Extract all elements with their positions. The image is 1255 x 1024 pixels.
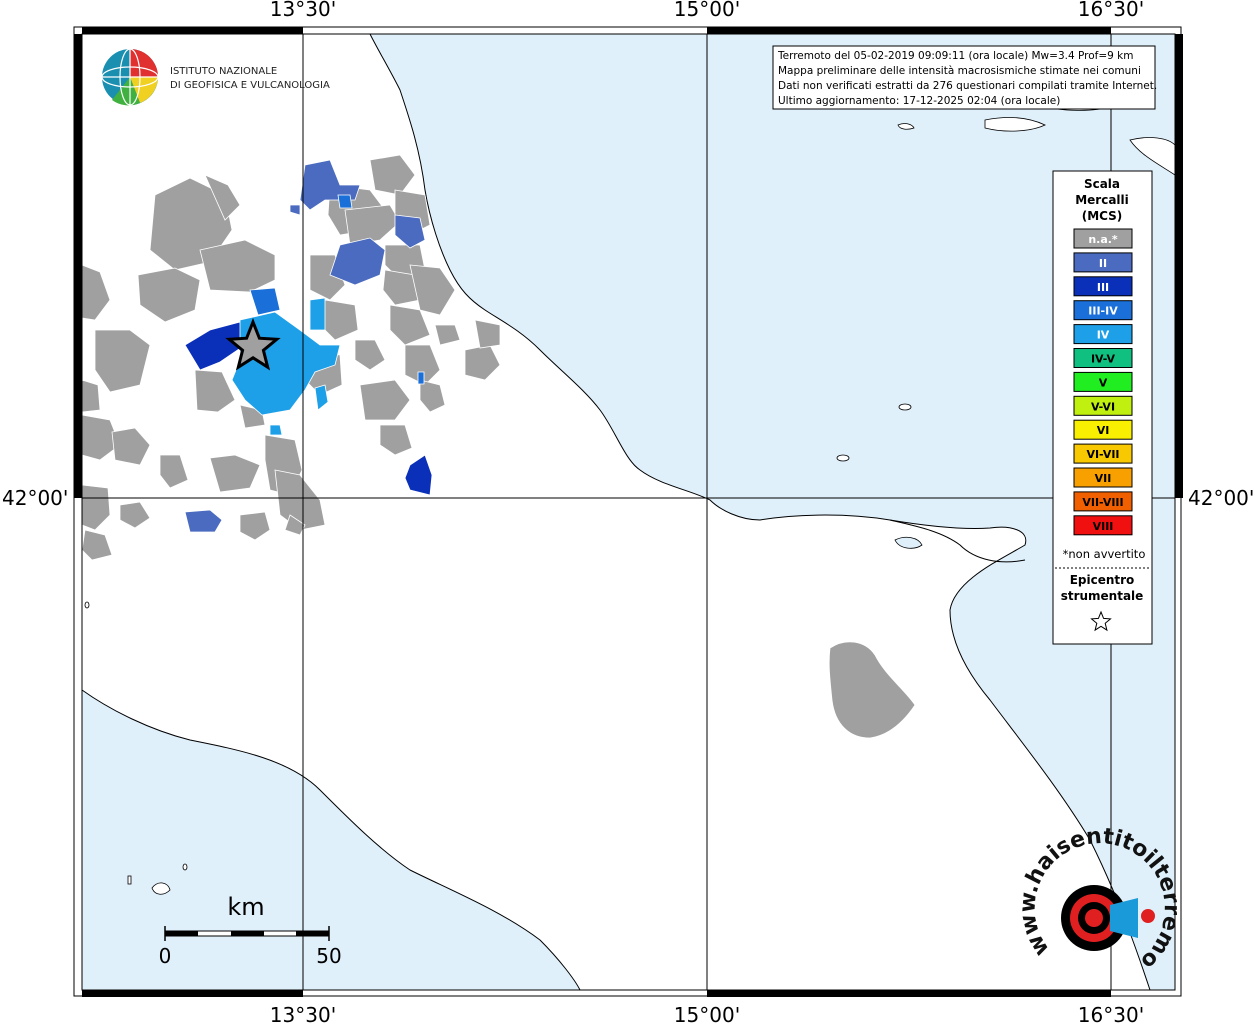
info-line-3: Dati non verificati estratti da 276 ques…	[778, 80, 1157, 92]
legend-swatch-label: III	[1097, 281, 1109, 294]
legend-swatch-label: VII	[1095, 472, 1112, 485]
municipalities-intensity-III	[184, 321, 433, 496]
legend-swatch	[1073, 228, 1133, 249]
left-tick-label: 42°00'	[2, 486, 68, 510]
legend-swatch-label: VIII	[1093, 520, 1114, 533]
top-tick-label: 13°30'	[270, 0, 336, 21]
legend-swatch-label: VII-VIII	[1082, 496, 1123, 509]
legend-swatch	[1073, 419, 1133, 440]
island	[898, 403, 912, 411]
legend-title-2: Mercalli	[1075, 193, 1129, 207]
bottom-tick-label: 15°00'	[674, 1003, 740, 1024]
legend-swatch-label: II	[1099, 257, 1107, 270]
legend-swatch	[1073, 348, 1133, 368]
legend-swatch-label: n.a.*	[1088, 233, 1118, 246]
scale-bar: km 0 50	[159, 893, 342, 968]
island	[984, 117, 1046, 132]
legend-swatch	[1073, 491, 1133, 512]
info-line-4: Ultimo aggiornamento: 17-12-2025 02:04 (…	[778, 95, 1060, 107]
island	[182, 863, 188, 871]
scale-unit: km	[227, 893, 264, 921]
legend-swatch-label: VI	[1097, 424, 1110, 437]
legend-swatch-label: V-VI	[1091, 400, 1115, 413]
scale-start: 0	[159, 944, 172, 968]
legend-swatch-label: IV-V	[1091, 353, 1116, 366]
island	[84, 601, 90, 609]
legend-footnote: *non avvertito	[1063, 547, 1146, 561]
legend-swatch-label: IV	[1097, 329, 1110, 342]
legend-epicenter-label-2: strumentale	[1061, 589, 1144, 603]
legend-swatch-label: V	[1099, 376, 1108, 389]
municipalities-not-felt	[81, 154, 916, 739]
ingv-logo: ISTITUTO NAZIONALE DI GEOFISICA E VULCAN…	[101, 48, 330, 106]
tyrrhenian-sea	[81, 689, 581, 991]
legend-swatch	[1073, 443, 1133, 464]
map-frame	[73, 26, 1183, 997]
legend-swatch	[1073, 252, 1133, 273]
island	[897, 123, 915, 130]
question-icon	[1141, 909, 1155, 923]
municipalities-intensity-III-IV	[249, 194, 425, 385]
institution-name-line1: ISTITUTO NAZIONALE	[170, 66, 277, 77]
top-tick-label: 16°30'	[1078, 0, 1144, 21]
legend-swatch	[1073, 324, 1133, 345]
info-box: Terremoto del 05-02-2019 09:09:11 (ora l…	[772, 45, 1157, 110]
legend-swatches: n.a.*IIIIIIII-IVIVIV-VVV-VIVIVI-VIIVIIVI…	[1073, 228, 1133, 536]
legend-swatch	[1073, 300, 1133, 321]
legend-swatch-label: VI-VII	[1086, 448, 1119, 461]
legend-epicenter-label-1: Epicentro	[1070, 573, 1135, 587]
legend-swatch	[1073, 371, 1133, 392]
bottom-tick-label: 13°30'	[270, 1003, 336, 1024]
info-line-2: Mappa preliminare delle intensità macros…	[778, 65, 1141, 77]
right-tick-label: 42°00'	[1188, 486, 1254, 510]
legend-title-3: (MCS)	[1082, 209, 1123, 223]
star-icon	[1090, 610, 1112, 632]
scale-end: 50	[316, 944, 341, 968]
island	[151, 882, 171, 895]
epicenter-star-marker	[225, 317, 281, 371]
adriatic-sea	[369, 33, 1176, 991]
legend-title-1: Scala	[1084, 177, 1120, 191]
gargano-coast	[889, 519, 1026, 563]
institution-name-line2: DI GEOFISICA E VULCANOLOGIA	[170, 80, 330, 91]
legend-swatch	[1073, 515, 1133, 536]
intensity-legend: Scala Mercalli (MCS) n.a.*IIIIIIII-IVIVI…	[1052, 170, 1153, 645]
legend-swatch-label: III-IV	[1088, 305, 1118, 318]
lake	[894, 536, 923, 549]
island	[127, 875, 132, 885]
top-tick-label: 15°00'	[674, 0, 740, 21]
legend-swatch	[1073, 395, 1133, 416]
legend-swatch	[1073, 276, 1133, 297]
legend-swatch	[1073, 467, 1133, 488]
bottom-tick-label: 16°30'	[1078, 1003, 1144, 1024]
info-line-1: Terremoto del 05-02-2019 09:09:11 (ora l…	[777, 50, 1133, 62]
megaphone-icon	[1110, 898, 1138, 938]
island	[836, 454, 850, 462]
